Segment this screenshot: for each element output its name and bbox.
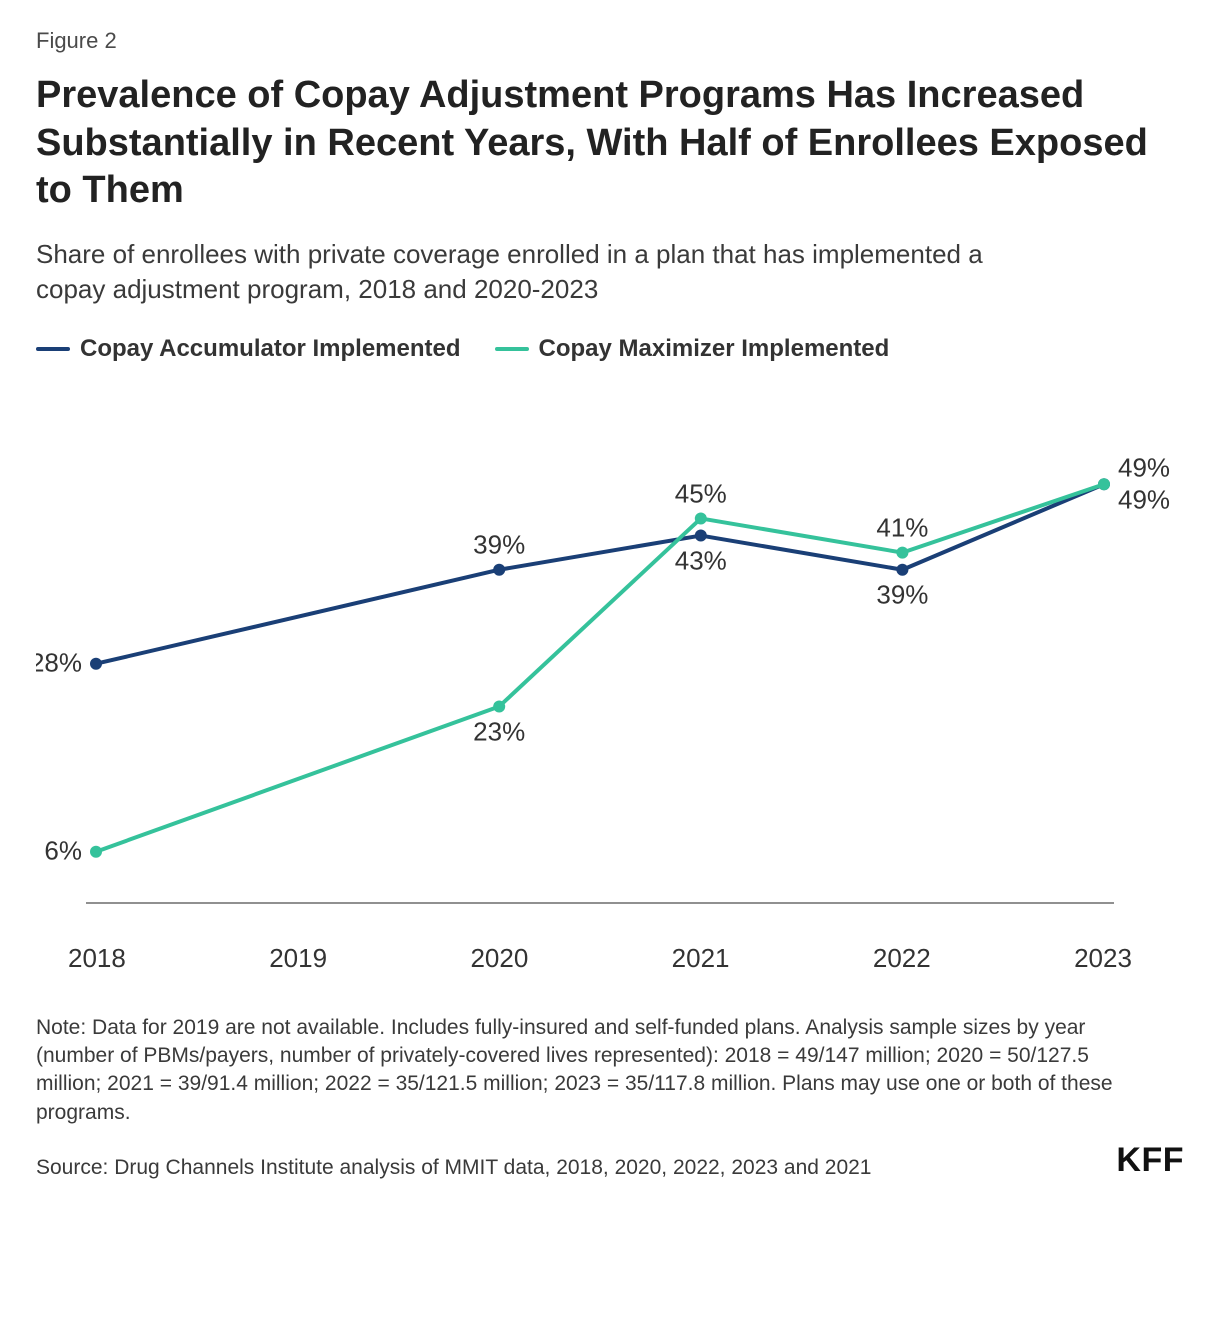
svg-text:49%: 49% bbox=[1118, 484, 1170, 514]
x-tick-label: 2021 bbox=[672, 943, 730, 974]
chart-source: Source: Drug Channels Institute analysis… bbox=[36, 1156, 872, 1180]
legend-swatch-accumulator bbox=[36, 347, 70, 351]
legend-label-accumulator: Copay Accumulator Implemented bbox=[80, 335, 461, 363]
svg-text:45%: 45% bbox=[675, 478, 727, 508]
svg-text:28%: 28% bbox=[36, 647, 82, 677]
x-axis-labels: 2018 2019 2020 2021 2022 2023 bbox=[36, 933, 1184, 974]
svg-text:39%: 39% bbox=[876, 579, 928, 609]
svg-text:43%: 43% bbox=[675, 545, 727, 575]
chart-note: Note: Data for 2019 are not available. I… bbox=[36, 1014, 1116, 1127]
chart-title: Prevalence of Copay Adjustment Programs … bbox=[36, 72, 1156, 215]
svg-text:23%: 23% bbox=[473, 716, 525, 746]
svg-text:39%: 39% bbox=[473, 529, 525, 559]
svg-text:6%: 6% bbox=[44, 835, 82, 865]
x-tick-label: 2019 bbox=[269, 943, 327, 974]
chart-svg: 28% 39% 43% 39% 49% 6% 23% 45% 41% 49% bbox=[36, 373, 1184, 933]
legend: Copay Accumulator Implemented Copay Maxi… bbox=[36, 335, 1184, 363]
source-row: Source: Drug Channels Institute analysis… bbox=[36, 1141, 1184, 1180]
legend-swatch-maximizer bbox=[495, 347, 529, 351]
x-tick-label: 2022 bbox=[873, 943, 931, 974]
legend-label-maximizer: Copay Maximizer Implemented bbox=[539, 335, 890, 363]
x-tick-label: 2020 bbox=[470, 943, 528, 974]
x-tick-label: 2018 bbox=[68, 943, 126, 974]
legend-item-accumulator: Copay Accumulator Implemented bbox=[36, 335, 461, 363]
chart-subtitle: Share of enrollees with private coverage… bbox=[36, 237, 1036, 307]
x-tick-label: 2023 bbox=[1074, 943, 1132, 974]
line-chart: 28% 39% 43% 39% 49% 6% 23% 45% 41% 49% bbox=[36, 373, 1184, 933]
legend-item-maximizer: Copay Maximizer Implemented bbox=[495, 335, 890, 363]
brand-logo: KFF bbox=[1116, 1141, 1184, 1180]
svg-text:41%: 41% bbox=[876, 512, 928, 542]
figure-label: Figure 2 bbox=[36, 28, 1184, 54]
svg-text:49%: 49% bbox=[1118, 452, 1170, 482]
figure-container: Figure 2 Prevalence of Copay Adjustment … bbox=[0, 0, 1220, 1204]
